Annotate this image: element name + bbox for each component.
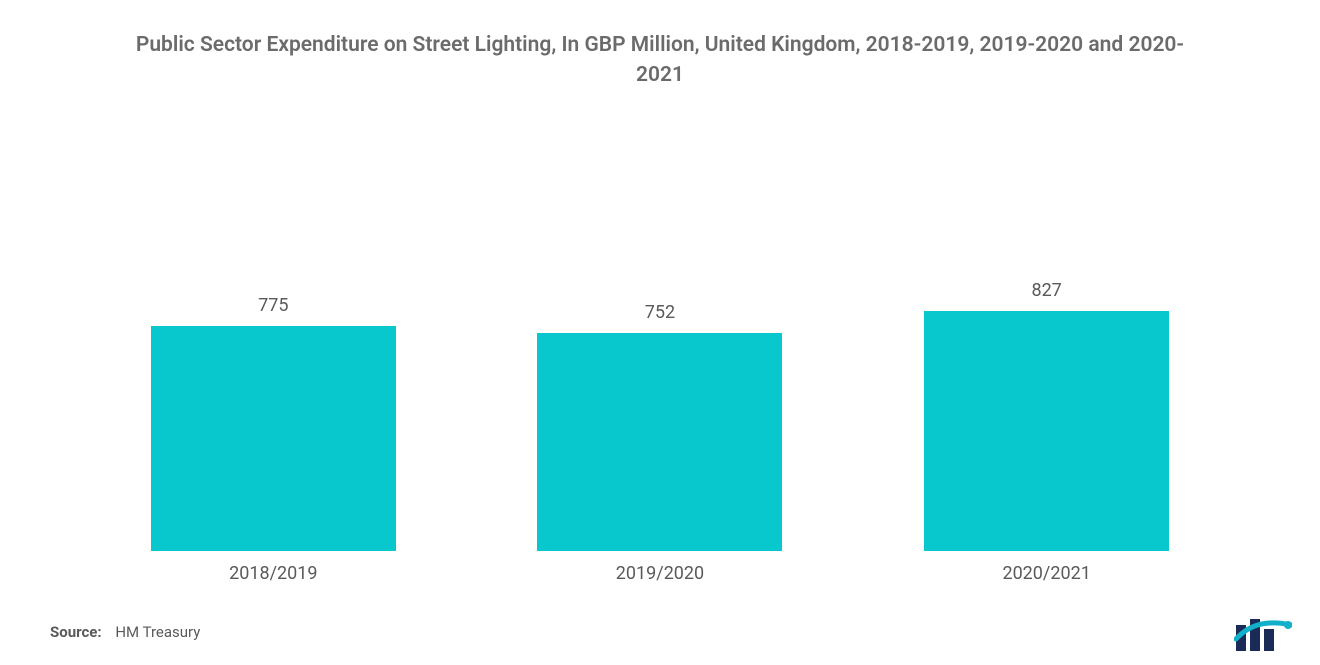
x-axis-labels: 2018/2019 2019/2020 2020/2021 bbox=[50, 551, 1270, 584]
source-text: HM Treasury bbox=[115, 623, 200, 641]
source-label: Source: bbox=[50, 623, 102, 641]
x-axis-label: 2018/2019 bbox=[133, 563, 413, 584]
plot-area: 775 752 827 bbox=[50, 151, 1270, 551]
brand-logo bbox=[1234, 615, 1292, 651]
bar bbox=[151, 326, 396, 551]
bar-value-label: 775 bbox=[258, 295, 288, 316]
bar-value-label: 827 bbox=[1031, 280, 1061, 301]
source-attribution: Source: HM Treasury bbox=[50, 623, 200, 641]
x-axis-label: 2019/2020 bbox=[520, 563, 800, 584]
logo-bar-3 bbox=[1264, 629, 1274, 651]
logo-dot bbox=[1284, 621, 1292, 629]
bar bbox=[537, 333, 782, 551]
chart-title: Public Sector Expenditure on Street Ligh… bbox=[135, 30, 1185, 91]
bar-group: 752 bbox=[520, 302, 800, 551]
bar bbox=[924, 311, 1169, 551]
bar-group: 827 bbox=[907, 280, 1187, 551]
bar-value-label: 752 bbox=[645, 302, 675, 323]
x-axis-label: 2020/2021 bbox=[907, 563, 1187, 584]
bar-group: 775 bbox=[133, 295, 413, 551]
